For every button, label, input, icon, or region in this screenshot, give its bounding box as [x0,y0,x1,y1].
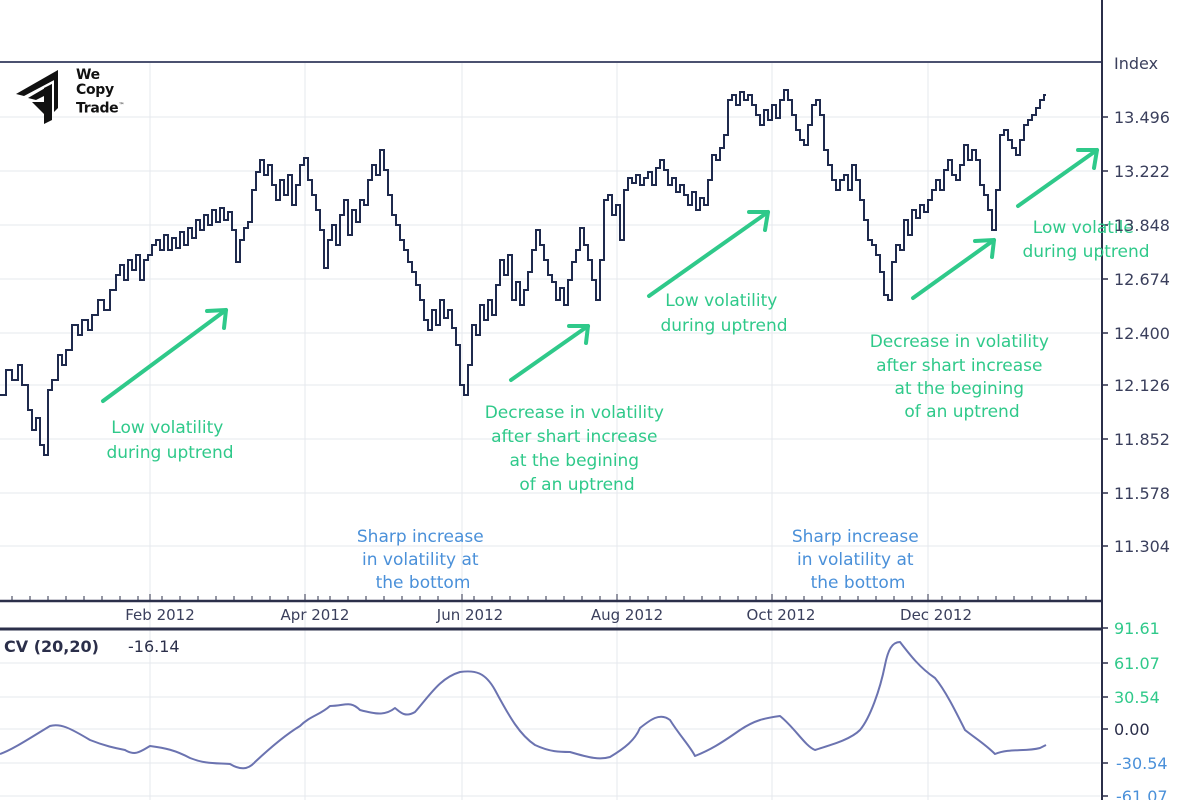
svg-text:Jun 2012: Jun 2012 [436,606,503,624]
svg-text:Oct 2012: Oct 2012 [747,606,816,624]
svg-text:Apr 2012: Apr 2012 [281,606,350,624]
price-grid [0,62,1100,800]
x-axis-ticks [11,594,1087,601]
x-axis-labels: Feb 2012 Apr 2012 Jun 2012 Aug 2012 Oct … [125,606,972,624]
wecopytrade-logo: We Copy Trade™ [14,68,144,128]
svg-text:-61.07: -61.07 [1116,787,1168,800]
svg-text:61.07: 61.07 [1114,654,1160,673]
svg-text:Feb 2012: Feb 2012 [125,606,195,624]
logo-mark-icon [16,70,58,124]
arrow-icon [647,210,770,298]
svg-text:13.222: 13.222 [1114,162,1170,181]
cv-series-line [0,641,1047,770]
svg-text:0.00: 0.00 [1114,720,1150,739]
cv-current-value: -16.14 [128,637,180,656]
arrow-icon [911,238,996,300]
svg-text:12.126: 12.126 [1114,376,1170,395]
annotation-low-vol-1: Low volatility during uptrend [106,418,233,463]
svg-text:12.400: 12.400 [1114,324,1170,343]
annotation-sharp-inc-2: Sharp increase in volatility at the bott… [792,527,924,593]
cv-y-axis-labels: 91.61 61.07 30.54 0.00 -30.54 -61.07 [1114,619,1168,800]
svg-text:12.674: 12.674 [1114,270,1170,289]
svg-text:Dec 2012: Dec 2012 [900,606,972,624]
svg-text:11.578: 11.578 [1114,484,1170,503]
svg-text:13.496: 13.496 [1114,108,1170,127]
arrow-icon [509,324,590,382]
annotation-low-vol-2: Low volatility during uptrend [660,291,787,336]
svg-text:11.852: 11.852 [1114,430,1170,449]
y-axis-title: Index [1114,54,1158,73]
arrow-icon [1016,148,1099,208]
svg-text:Aug 2012: Aug 2012 [591,606,663,624]
annotation-sharp-inc-1: Sharp increase in volatility at the bott… [357,527,489,593]
y-axis-labels: 13.496 13.222 13.848 12.674 12.400 12.12… [1114,108,1170,556]
svg-text:11.304: 11.304 [1114,537,1170,556]
cv-grid [0,662,1100,797]
y-axis-ticks [1102,116,1108,797]
cv-indicator-label: CV (20,20) [4,637,99,656]
annotation-decrease-vol-2: Decrease in volatility after shart incre… [870,332,1055,422]
annotation-decrease-vol-1: Decrease in volatility after shart incre… [485,403,670,495]
logo-wordmark: We Copy Trade™ [76,67,125,117]
price-series-line [0,89,1046,456]
svg-text:13.848: 13.848 [1114,216,1170,235]
annotation-arrows [101,148,1099,403]
svg-text:-30.54: -30.54 [1116,754,1168,773]
arrow-icon [101,308,228,403]
svg-text:30.54: 30.54 [1114,688,1160,707]
annotation-low-vol-3: Low volatile during uptrend [1022,218,1149,262]
svg-text:91.61: 91.61 [1114,619,1160,638]
